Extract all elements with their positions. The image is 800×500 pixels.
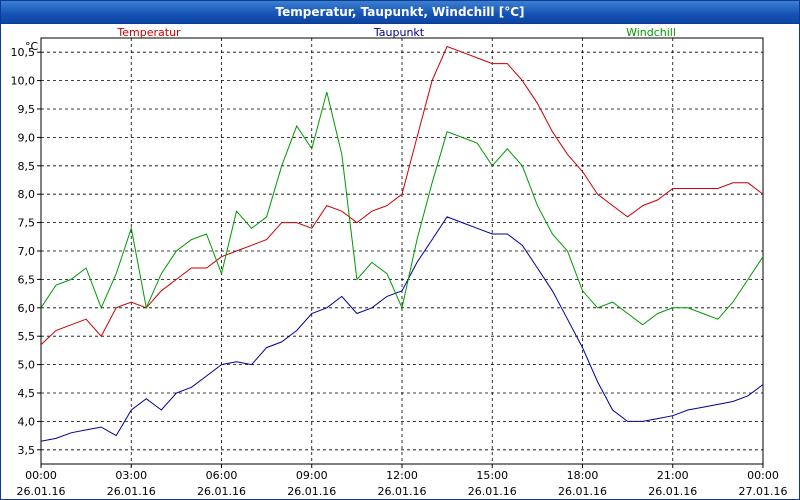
y-axis-unit: °C (25, 40, 39, 53)
y-tick-label: 5,0 (18, 359, 36, 372)
y-tick-label: 10,5 (11, 46, 36, 59)
y-tick-label: 10,0 (11, 75, 36, 88)
y-tick-label: 8,0 (18, 188, 36, 201)
x-tick-time: 00:00 (747, 469, 779, 482)
x-tick-date: 26.01.16 (648, 485, 697, 498)
series-line-windchill (40, 91, 764, 326)
x-tick-date: 26.01.16 (17, 485, 66, 498)
x-tick-date: 27.01.16 (739, 485, 788, 498)
y-tick-label: 7,0 (18, 245, 36, 258)
series-lines (40, 45, 764, 442)
window-title: Temperatur, Taupunkt, Windchill [°C] (1, 1, 799, 24)
x-tick-time: 12:00 (386, 469, 418, 482)
axes: °C 3,5 4,0 4,5 5,0 5,5 6,0 6,5 7,0 7,5 8,0 8,5 9,0 9,… (11, 37, 788, 498)
y-tick-label: 7,5 (18, 217, 36, 230)
grid (41, 38, 763, 464)
x-tick-time: 15:00 (476, 469, 508, 482)
y-tick-label: 6,0 (18, 302, 36, 315)
y-tick-label: 5,5 (18, 330, 36, 343)
x-tick-time: 03:00 (115, 469, 147, 482)
x-tick-time: 21:00 (657, 469, 689, 482)
legend-taupunkt: Taupunkt (373, 26, 425, 39)
x-tick-date: 26.01.16 (468, 485, 517, 498)
y-tick-label: 4,5 (18, 387, 36, 400)
series-line-temperatur (40, 45, 764, 346)
x-tick-date: 26.01.16 (558, 485, 607, 498)
x-tick-time: 00:00 (25, 469, 57, 482)
y-tick-label: 9,5 (18, 103, 36, 116)
y-tick-label: 6,5 (18, 273, 36, 286)
y-tick-label: 8,5 (18, 160, 36, 173)
x-tick-date: 26.01.16 (378, 485, 427, 498)
y-tick-label: 4,0 (18, 415, 36, 428)
series-line-taupunkt (40, 216, 764, 442)
x-tick-time: 06:00 (206, 469, 238, 482)
legend-temperatur: Temperatur (116, 26, 181, 39)
y-tick-label: 9,0 (18, 131, 36, 144)
line-chart: °C 3,5 4,0 4,5 5,0 5,5 6,0 6,5 7,0 7,5 8,0 8,5 9,0 9,… (11, 26, 788, 498)
x-tick-date: 26.01.16 (287, 485, 336, 498)
legend: Temperatur Taupunkt Windchill (116, 26, 676, 39)
x-tick-date: 26.01.16 (107, 485, 156, 498)
x-tick-time: 18:00 (567, 469, 599, 482)
y-tick-label: 3,5 (18, 444, 36, 457)
legend-windchill: Windchill (626, 26, 676, 39)
x-tick-time: 09:00 (296, 469, 328, 482)
x-tick-date: 26.01.16 (197, 485, 246, 498)
